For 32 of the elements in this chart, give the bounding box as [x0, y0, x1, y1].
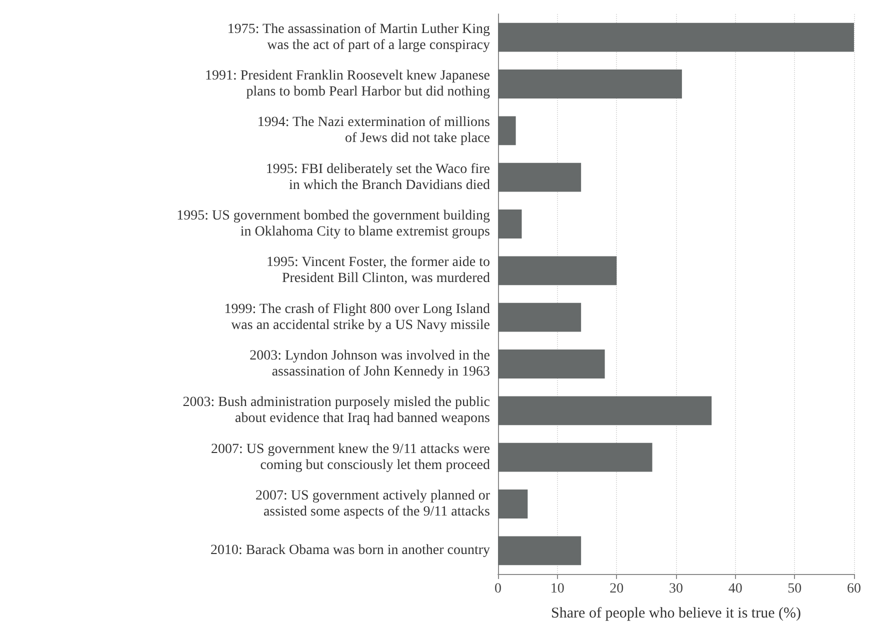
y-tick-label: 1995: FBI deliberately set the Waco fire in which the Branch Davidians died [266, 162, 490, 193]
bar [498, 256, 617, 286]
bar [498, 162, 582, 192]
bar [498, 350, 605, 378]
bar [498, 490, 528, 518]
y-tick-label: 1995: US government bombed the government building in Oklahoma City to blame extremist groups [176, 208, 490, 240]
bar [498, 22, 854, 52]
y-tick-label: 2003: Bush administration purposely misled the public about evidence that Iraq had banned weapons [182, 395, 490, 426]
bar [498, 302, 582, 332]
x-tick-label: 40 [728, 582, 742, 596]
y-tick-label: 1994: The Nazi extermination of millions of Jews did not take place [257, 115, 490, 146]
x-tick-label: 0 [494, 582, 502, 596]
bar [498, 116, 516, 146]
bar [498, 442, 652, 472]
y-tick-label: 2007: US government actively planned or assisted some aspects of the 9/11 attacks [256, 488, 490, 520]
y-tick-label: 2003: Lyndon Johnson was involved in the assassination of John Kennedy in 1963 [250, 348, 490, 380]
x-axis-title: Share of people who believe it is true (%) [551, 606, 801, 622]
x-tick-label: 20 [610, 582, 624, 596]
bar [498, 536, 582, 566]
y-tick-label: 1995: Vincent Foster, the former aide to President Bill Clinton, was murdered [266, 255, 490, 286]
x-tick-label: 50 [788, 582, 802, 596]
x-tick-label: 10 [550, 582, 564, 596]
x-tick-label: 30 [669, 582, 683, 596]
y-tick-label: 1999: The crash of Flight 800 over Long Island was an accidental strike by a US Navy missile [224, 302, 490, 333]
y-tick-label: 1975: The assassination of Martin Luther King was the act of part of a large conspiracy [227, 22, 490, 53]
x-tick-label: 60 [847, 582, 861, 596]
bar [498, 70, 682, 98]
y-tick-label: 2010: Barack Obama was born in another country [210, 543, 490, 558]
bar [498, 210, 522, 238]
bar [498, 396, 712, 426]
y-tick-label: 1991: President Franklin Roosevelt knew Japanese plans to bomb Pearl Harbor but did nothing [204, 68, 490, 100]
y-tick-label: 2007: US government knew the 9/11 attacks were coming but consciously let them proceed [210, 442, 490, 473]
